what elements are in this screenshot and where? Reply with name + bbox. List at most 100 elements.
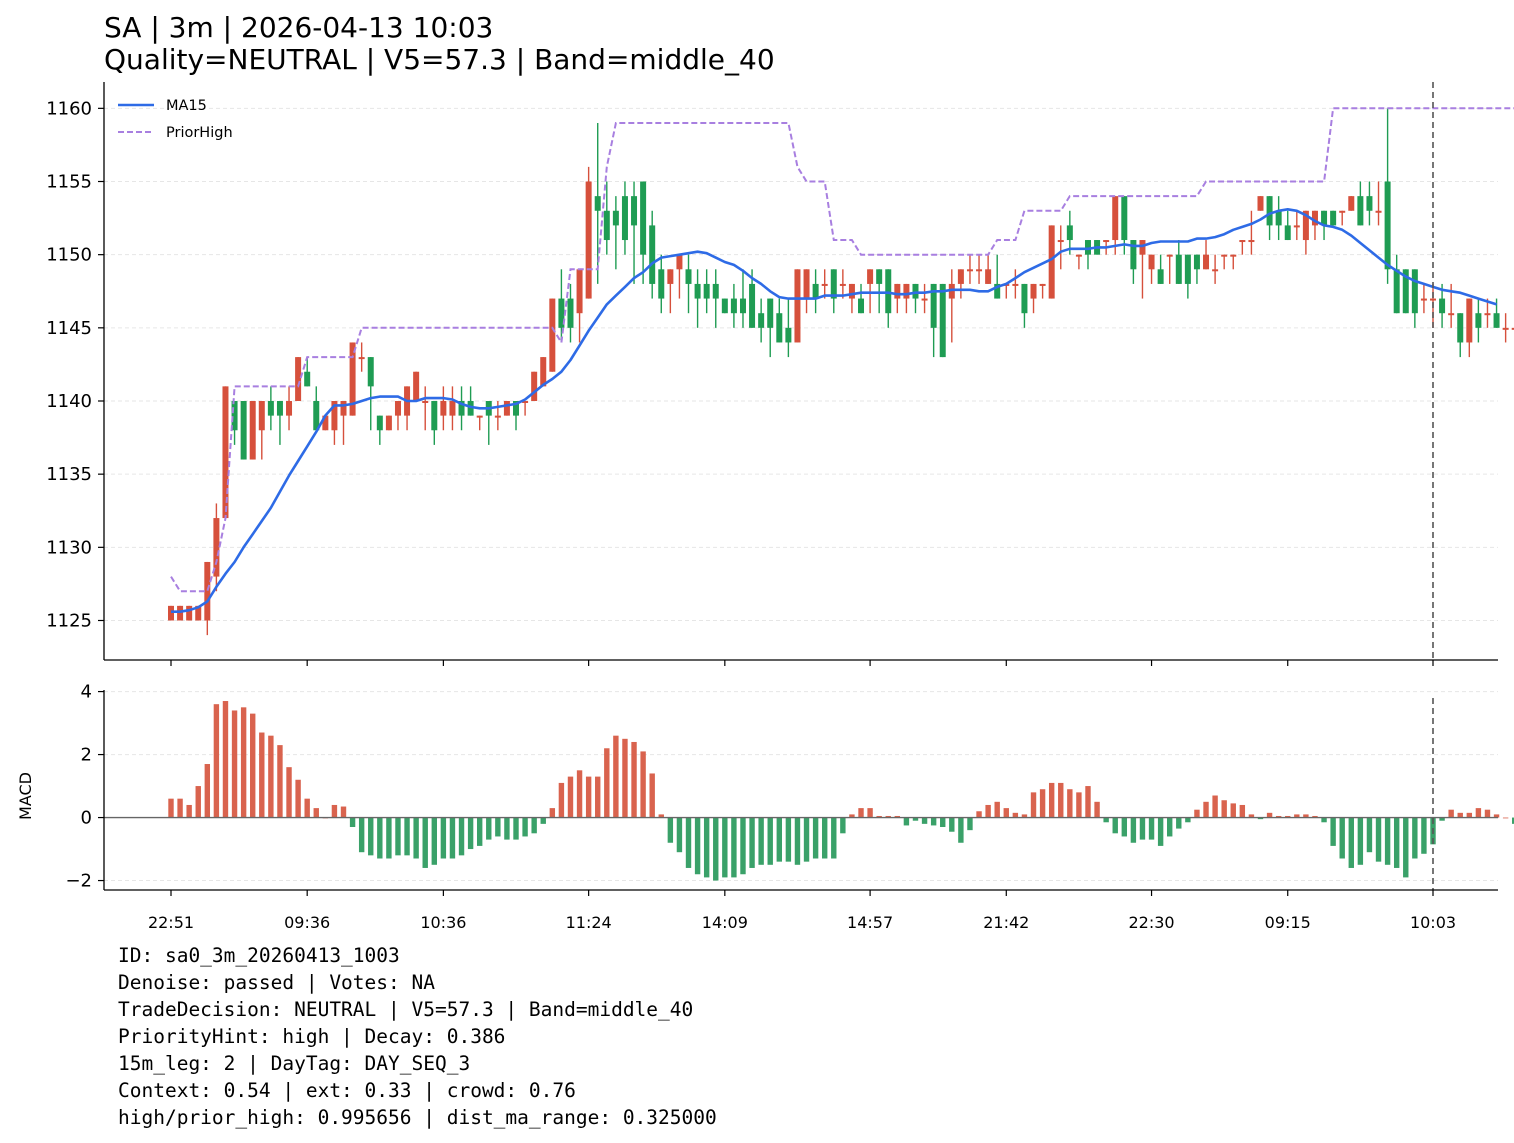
macd-bar xyxy=(731,817,737,878)
macd-bar xyxy=(940,817,946,828)
macd-bar xyxy=(458,817,465,856)
candle-body xyxy=(231,400,238,431)
macd-bar xyxy=(1012,812,1019,818)
macd-bar xyxy=(1348,817,1354,868)
macd-bar xyxy=(1257,817,1264,820)
candle-body xyxy=(349,342,356,416)
macd-bar xyxy=(549,808,556,818)
candle-body xyxy=(839,283,846,286)
macd-bar xyxy=(1221,800,1227,818)
price-ytick-label: 1160 xyxy=(46,98,92,119)
macd-bar xyxy=(1039,789,1046,818)
candle-body xyxy=(758,313,765,328)
candle-body xyxy=(1057,240,1064,243)
candle-body xyxy=(249,400,256,460)
info-line: TradeDecision: NEUTRAL | V5=57.3 | Band=… xyxy=(118,998,694,1021)
macd-bar xyxy=(1085,786,1091,818)
macd-bar xyxy=(1048,782,1055,818)
info-line: high/prior_high: 0.995656 | dist_ma_rang… xyxy=(118,1106,717,1129)
candle-body xyxy=(313,400,320,431)
candle-body xyxy=(1239,240,1246,243)
candle-body xyxy=(522,400,529,403)
candle-body xyxy=(694,283,701,299)
macd-bar xyxy=(467,817,474,850)
candle-body xyxy=(985,269,992,284)
candle-body xyxy=(1493,313,1500,328)
macd-bar xyxy=(1448,809,1454,818)
macd-bar xyxy=(1021,814,1028,818)
xtick-label: 22:30 xyxy=(1128,913,1174,932)
candle-body xyxy=(1048,225,1055,299)
candle-body xyxy=(358,357,365,360)
candle-body xyxy=(576,269,583,314)
candle-body xyxy=(1393,269,1400,314)
macd-gridlines xyxy=(104,691,1498,882)
candle-body xyxy=(1184,254,1191,284)
candle-body xyxy=(177,605,184,621)
macd-bar xyxy=(476,817,483,846)
candle-body xyxy=(1203,254,1210,270)
candle-body xyxy=(240,400,247,460)
macd-bar xyxy=(812,817,819,859)
candle-body xyxy=(1402,269,1409,314)
xtick-label: 10:36 xyxy=(420,913,466,932)
macd-bar xyxy=(585,776,592,818)
candle-body xyxy=(948,283,955,299)
candle-body xyxy=(413,371,420,401)
candle-body xyxy=(1411,269,1418,314)
candle-body xyxy=(1502,327,1509,330)
macd-bar xyxy=(268,735,274,818)
candle-body xyxy=(1257,196,1264,211)
macd-bar xyxy=(231,710,238,818)
macd-bar xyxy=(994,801,1000,818)
macd-ytick-label: −2 xyxy=(65,871,92,892)
macd-bar xyxy=(1103,817,1109,823)
macd-bar xyxy=(1212,795,1218,818)
candle-body xyxy=(821,283,828,286)
candle-body xyxy=(939,283,946,358)
macd-bar xyxy=(858,808,864,818)
candle-body xyxy=(1039,283,1046,286)
candle-body xyxy=(567,298,574,328)
macd-bar xyxy=(694,817,701,875)
xtick-label: 21:42 xyxy=(983,913,1029,932)
candle-body xyxy=(494,415,501,418)
price-ytick-label: 1145 xyxy=(46,318,92,339)
macd-bar xyxy=(386,817,392,859)
candle-body xyxy=(1157,269,1164,284)
candle-body xyxy=(1066,225,1073,241)
candle-body xyxy=(1121,196,1128,241)
macd-bar xyxy=(622,738,628,818)
xtick-label: 09:36 xyxy=(284,913,330,932)
candle-body xyxy=(503,400,510,416)
candle-body xyxy=(1348,196,1355,211)
xtick-label: 10:03 xyxy=(1410,913,1456,932)
candle-body xyxy=(667,269,674,284)
candle-body xyxy=(966,269,973,272)
macd-bar xyxy=(821,817,828,859)
macd-bar xyxy=(1303,814,1309,818)
macd-bar xyxy=(1484,809,1491,818)
candle-body xyxy=(676,254,683,270)
macd-bar xyxy=(404,817,410,856)
macd-bar xyxy=(1003,808,1009,818)
candle-body xyxy=(1484,313,1491,316)
macd-bar xyxy=(1185,817,1191,823)
candle-body xyxy=(1439,298,1446,314)
candle-body xyxy=(513,400,520,416)
macd-bar xyxy=(1030,792,1037,818)
macd-bar xyxy=(949,817,955,832)
candle-body xyxy=(1339,210,1346,213)
macd-bar xyxy=(803,817,810,862)
candle-body xyxy=(1221,254,1228,257)
macd-bar xyxy=(1493,814,1500,818)
candle-body xyxy=(994,283,1001,299)
candle-body xyxy=(422,400,429,403)
macd-bar xyxy=(1384,817,1391,865)
candle-body xyxy=(631,196,638,226)
macd-bar xyxy=(395,817,401,856)
candle-body xyxy=(830,269,837,299)
macd-bar xyxy=(840,817,846,834)
macd-bar xyxy=(776,817,783,862)
candle-body xyxy=(1166,254,1173,257)
